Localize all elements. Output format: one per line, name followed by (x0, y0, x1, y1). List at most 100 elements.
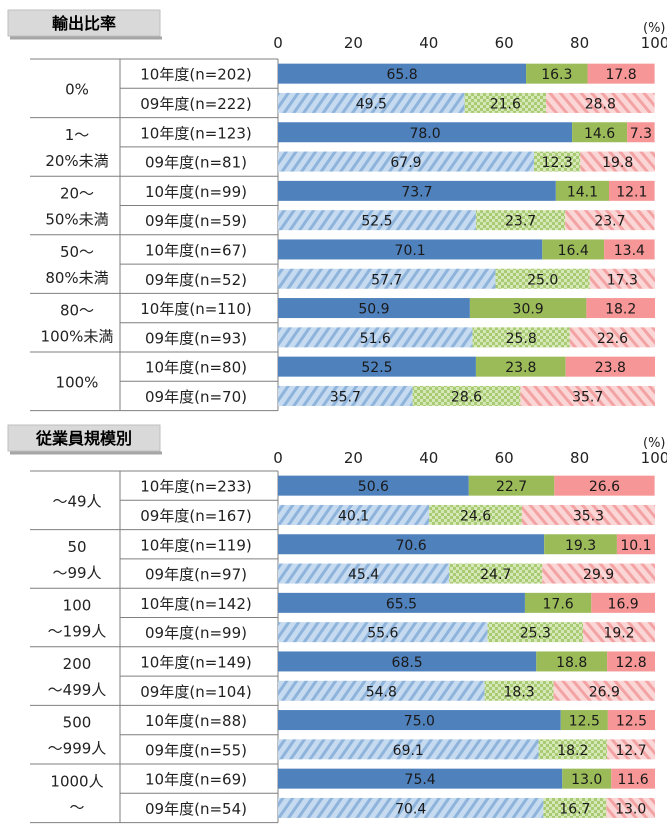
chart0-group-label: 100% (56, 373, 99, 391)
chart1-data-label: 16.9 (608, 596, 639, 612)
chart0-bar-segment (278, 92, 465, 113)
chart0-data-label: 73.7 (401, 184, 432, 200)
chart1-bar-segment (278, 504, 430, 525)
chart0-data-label: 78.0 (409, 126, 440, 142)
chart0-data-label: 50.9 (358, 302, 389, 318)
chart1-row-label: 09年度(n=104) (140, 683, 252, 701)
chart0-data-label: 70.1 (395, 243, 426, 259)
chart0-bar-segment (627, 122, 655, 143)
chart0-bar-segment (555, 180, 610, 201)
chart0-bar-segment (586, 298, 655, 319)
chart1-bar-segment (553, 680, 655, 701)
chart1-data-label: 13.0 (615, 801, 646, 817)
chart0-bar-segment (533, 151, 581, 172)
chart0-data-label: 17.8 (605, 67, 636, 83)
chart1-row-label: 10年度(n=233) (140, 478, 252, 496)
chart1-bar-segment (278, 622, 488, 643)
chart1-bar-segment (611, 768, 655, 789)
chart1-bar-segment (536, 651, 608, 672)
chart1-x-tick: 20 (344, 449, 363, 467)
chart1-data-label: 70.4 (395, 801, 426, 817)
chart0-data-label: 25.0 (527, 272, 558, 288)
chart1-data-label: 12.7 (615, 743, 646, 759)
chart0-data-label: 49.5 (356, 96, 387, 112)
chart0-bar-segment (587, 63, 655, 84)
chart0-x-tick: 60 (495, 34, 514, 52)
chart1-data-label: 18.8 (556, 655, 587, 671)
chart0-data-label: 12.3 (542, 155, 573, 171)
chart0-row-label: 09年度(n=222) (140, 95, 252, 113)
chart1-data-label: 55.6 (367, 626, 398, 642)
chart1-group-label: ～199人 (48, 623, 107, 641)
chart1-data-label: 12.5 (569, 714, 600, 730)
chart1-x-tick: 100 (641, 449, 667, 467)
chart0-bar-segment (412, 385, 521, 406)
chart1-title-box (7, 424, 161, 452)
chart1-bar-segment (278, 592, 525, 613)
chart1-group-label: 1000人 (50, 772, 103, 790)
chart0-data-label: 30.9 (513, 302, 544, 318)
chart0-data-label: 35.7 (572, 389, 603, 405)
chart1-data-label: 12.8 (615, 655, 646, 671)
chart0-row-label: 09年度(n=59) (145, 212, 247, 230)
chart0-data-label: 14.6 (584, 126, 615, 142)
chart0-row-label: 10年度(n=110) (140, 300, 252, 318)
chart0-x-tick: 20 (344, 34, 363, 52)
chart0-group-label: 50～ (60, 243, 94, 261)
chart1-group-label: 50 (67, 538, 86, 556)
chart0-data-label: 7.3 (630, 126, 652, 142)
chart1-data-label: 22.7 (496, 479, 527, 495)
chart1-x-tick: 60 (495, 449, 514, 467)
chart0-group-label: 100%未満 (41, 328, 114, 346)
chart0-group-label: 20%未満 (45, 152, 108, 170)
chart0-data-label: 17.3 (607, 272, 638, 288)
chart0-x-tick: 40 (419, 34, 438, 52)
chart1-data-label: 65.5 (386, 596, 417, 612)
chart1-group-label: ～499人 (48, 681, 107, 699)
chart1-data-label: 17.6 (543, 596, 574, 612)
chart1-bar-segment (278, 797, 544, 818)
chart1-bar-segment (554, 475, 655, 496)
chart0-data-label: 67.9 (390, 155, 421, 171)
chart0-data-label: 19.8 (602, 155, 633, 171)
chart1-data-label: 29.9 (583, 567, 614, 583)
chart0-bar-segment (589, 268, 655, 289)
chart0-bar-segment (278, 239, 543, 260)
chart1-bar-segment (607, 739, 655, 760)
chart0-data-label: 23.7 (594, 214, 625, 230)
chart1-data-label: 69.1 (393, 743, 424, 759)
chart1-data-label: 25.3 (520, 626, 551, 642)
chart1-data-label: 18.2 (557, 743, 588, 759)
chart1-bar-segment (484, 680, 554, 701)
chart1-group-label: 500 (63, 714, 92, 732)
chart0-row-label: 10年度(n=99) (145, 183, 247, 201)
chart1-data-label: 19.3 (565, 538, 596, 554)
chart1-data-label: 12.5 (616, 714, 647, 730)
chart1-x-tick: 40 (419, 449, 438, 467)
chart1-bar-segment (582, 622, 655, 643)
chart1-data-label: 24.7 (480, 567, 511, 583)
chart0-data-label: 65.8 (386, 67, 417, 83)
chart0-row-label: 10年度(n=123) (140, 124, 252, 142)
chart1-data-label: 75.4 (405, 772, 436, 788)
chart1-row-label: 09年度(n=55) (145, 741, 247, 759)
chart0-bar-segment (572, 122, 628, 143)
chart1-bar-segment (616, 534, 655, 555)
chart1-bar-segment (538, 739, 608, 760)
chart1-group-label: ～99人 (52, 564, 101, 582)
chart1-bar-segment (278, 534, 545, 555)
chart1-data-label: 10.1 (620, 538, 651, 554)
chart0-group-label: 50%未満 (45, 211, 108, 229)
chart0-title-box (7, 9, 161, 37)
chart0-data-label: 25.8 (506, 331, 537, 347)
chart0-bar-segment (604, 239, 655, 260)
chart1-data-label: 70.6 (395, 538, 426, 554)
chart0-row-label: 09年度(n=93) (145, 329, 247, 347)
chart0-data-label: 13.4 (614, 243, 645, 259)
chart0-bar-segment (495, 268, 590, 289)
chart0-data-label: 23.8 (595, 360, 626, 376)
chart0-bar-segment (278, 268, 496, 289)
chart1-bar-segment (278, 475, 469, 496)
chart0-row-label: 09年度(n=52) (145, 271, 247, 289)
